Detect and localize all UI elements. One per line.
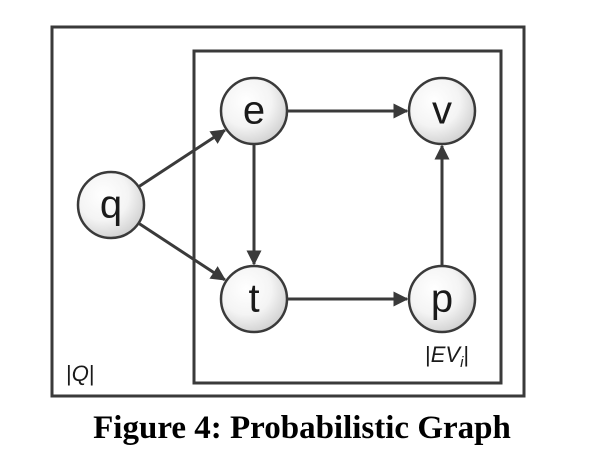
node-q-circle [76,170,146,240]
inner-plate-evi [192,49,503,385]
outer-plate-q [50,25,526,398]
edges-group [138,103,450,307]
nodes-group: q e v t p [76,76,477,334]
node-e-label: e [243,89,265,133]
node-v: v [407,76,477,146]
node-p-label: p [431,277,453,321]
inner-plate-label: |EVi| [425,342,469,371]
node-p: p [407,264,477,334]
node-v-circle [407,76,477,146]
node-q-label: q [100,183,122,227]
node-t-label: t [248,277,259,321]
node-p-circle [407,264,477,334]
node-t-circle [219,264,289,334]
edge-q-to-e [138,128,227,188]
figure-caption: Figure 4: Probabilistic Graph [93,410,511,446]
node-q: q [76,170,146,240]
outer-plate-label: |Q| [66,361,95,386]
node-v-label: v [432,89,452,133]
node-e-circle [219,76,289,146]
edge-q-to-t [138,222,227,282]
node-e: e [219,76,289,146]
node-t: t [219,264,289,334]
